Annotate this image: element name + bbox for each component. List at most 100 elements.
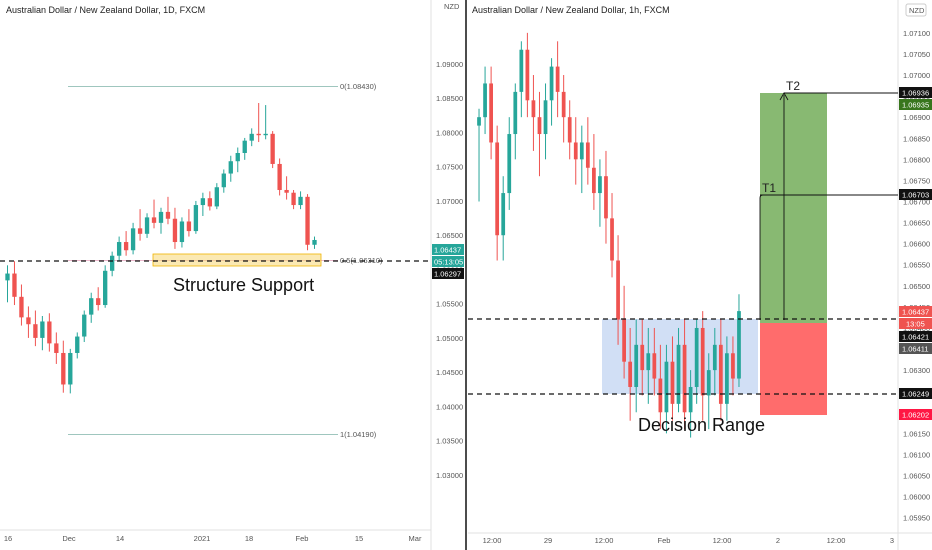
t2-price-tag [899,87,932,98]
candle-body [54,343,59,353]
candle-body [116,242,122,256]
left-currency-label: NZD [444,2,460,11]
candle-body [284,189,289,193]
daily-chart-panel[interactable]: Australian Dollar / New Zealand Dollar, … [0,0,464,550]
candle-body [19,296,24,318]
left-level-text: 1.06297 [434,270,461,279]
candle-body [585,142,590,168]
range-low-tag [899,388,932,399]
candle-body [507,134,512,194]
candle-body [664,361,669,413]
candle-body [26,317,31,325]
x-tick-label: 14 [116,534,124,543]
y-tick-label: 1.08500 [436,94,463,103]
t1-arrow [759,194,764,320]
price-a-text: 1.06421 [902,333,929,342]
right-last-price-text: 1.06437 [902,308,929,317]
candle-body [567,117,572,143]
x-tick-label: 2 [776,536,780,545]
y-tick-label: 1.06750 [903,176,930,185]
y-tick-label: 1.07000 [903,71,930,80]
y-tick-label: 1.07100 [903,29,930,38]
right-x-axis[interactable]: 12:00 29 12:00 Feb 12:00 2 12:00 3 [483,536,894,545]
candle-body [731,353,735,379]
candle-body [96,298,101,306]
candle-body [151,217,157,223]
candle-body [628,361,633,387]
candle-body [513,91,518,135]
price-b-tag [899,343,932,354]
fib-level-0-label: 0(1.08430) [340,82,377,91]
candle-body [477,117,481,126]
candle-body [89,298,94,315]
candle-body [68,352,73,385]
candle-body [640,344,645,371]
left-countdown-text: 05:13:05 [434,258,463,267]
x-tick-label: 29 [544,536,552,545]
y-tick-label: 1.03500 [436,437,463,446]
candle-body [263,133,268,136]
range-low-text: 1.06249 [902,390,929,399]
t2-price-text: 1.06936 [902,89,929,98]
left-last-price-tag [432,244,464,255]
y-tick-label: 1.06100 [903,450,930,459]
y-tick-label: 1.06850 [903,134,930,143]
left-level-tag [432,268,464,279]
candle-body [579,142,584,160]
y-tick-label: 1.06000 [903,493,930,502]
candle-body [137,228,143,234]
candle-body [495,142,500,236]
x-tick-label: 18 [245,534,253,543]
hourly-chart-panel[interactable]: Australian Dollar / New Zealand Dollar, … [468,0,932,550]
x-tick-label: 2021 [194,534,211,543]
candle-body [531,100,536,118]
y-tick-label: 1.06600 [903,240,930,249]
candle-body [291,192,296,206]
t2-arrow-head [779,92,789,101]
candle-body [598,176,602,194]
candle-body [694,327,699,387]
left-countdown-tag [432,256,464,267]
candle-body [123,242,129,251]
right-chart-title: Australian Dollar / New Zealand Dollar, … [472,5,670,15]
x-tick-label: 12:00 [713,536,732,545]
y-tick-label: 1.06800 [903,155,930,164]
candle-body [718,344,723,404]
candle-body [144,217,150,234]
candle-body [658,378,663,413]
candle-body [235,153,240,162]
left-x-axis[interactable]: 16 Dec 14 2021 18 Feb 15 Mar [4,534,422,543]
stop-loss-zone[interactable] [760,323,827,415]
hourly-candles [477,32,741,438]
candle-body [109,255,115,271]
structure-support-zone[interactable] [152,253,322,267]
candle-body [616,260,620,320]
right-last-price-tag [899,306,932,317]
candle-body [40,321,45,338]
candle-body [646,353,651,371]
stop-price-tag [899,409,932,420]
t1-label: T1 [762,181,776,195]
candle-body [47,321,52,344]
candle-body [676,344,681,404]
candle-body [207,198,213,207]
target-price-tag [899,99,932,110]
right-currency-box[interactable] [905,3,927,17]
price-b-text: 1.06411 [902,345,929,354]
candle-body [706,370,711,396]
y-tick-label: 1.06500 [436,231,463,240]
structure-support-label: Structure Support [173,275,314,295]
right-countdown-tag [899,318,932,329]
y-tick-label: 1.07050 [903,50,930,59]
right-price-tags: 1.06936 1.06935 1.06703 1.06437 13:05 1.… [899,87,932,420]
profit-target-zone[interactable] [760,93,827,323]
candle-body [298,196,303,206]
candle-body [165,211,171,219]
x-tick-label: 12:00 [483,536,502,545]
y-tick-label: 1.06700 [903,197,930,206]
x-tick-label: 12:00 [827,536,846,545]
right-currency-label: NZD [909,6,925,15]
candle-body [712,344,717,371]
t1-price-tag [899,189,932,200]
y-tick-label: 1.06650 [903,219,930,228]
